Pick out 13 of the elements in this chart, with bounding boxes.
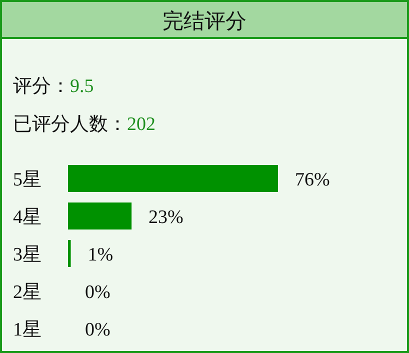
data-label: 76% <box>295 170 330 190</box>
chart-title: 完结评分 <box>162 9 246 33</box>
y-tick-label: 3星 <box>13 244 42 266</box>
text: 评分：9.5 <box>13 76 94 97</box>
data-label: 1% <box>88 244 114 266</box>
y-tick-label: 2星 <box>13 282 42 303</box>
y-tick-label: 5星 <box>13 170 42 190</box>
data-label: 0% <box>85 282 110 303</box>
data-label: 0% <box>85 320 110 340</box>
y-tick-label: 1星 <box>13 320 42 340</box>
y-tick-label: 4星 <box>13 207 42 228</box>
data-label: 23% <box>148 207 184 228</box>
text: 已评分人数：202 <box>13 114 156 135</box>
